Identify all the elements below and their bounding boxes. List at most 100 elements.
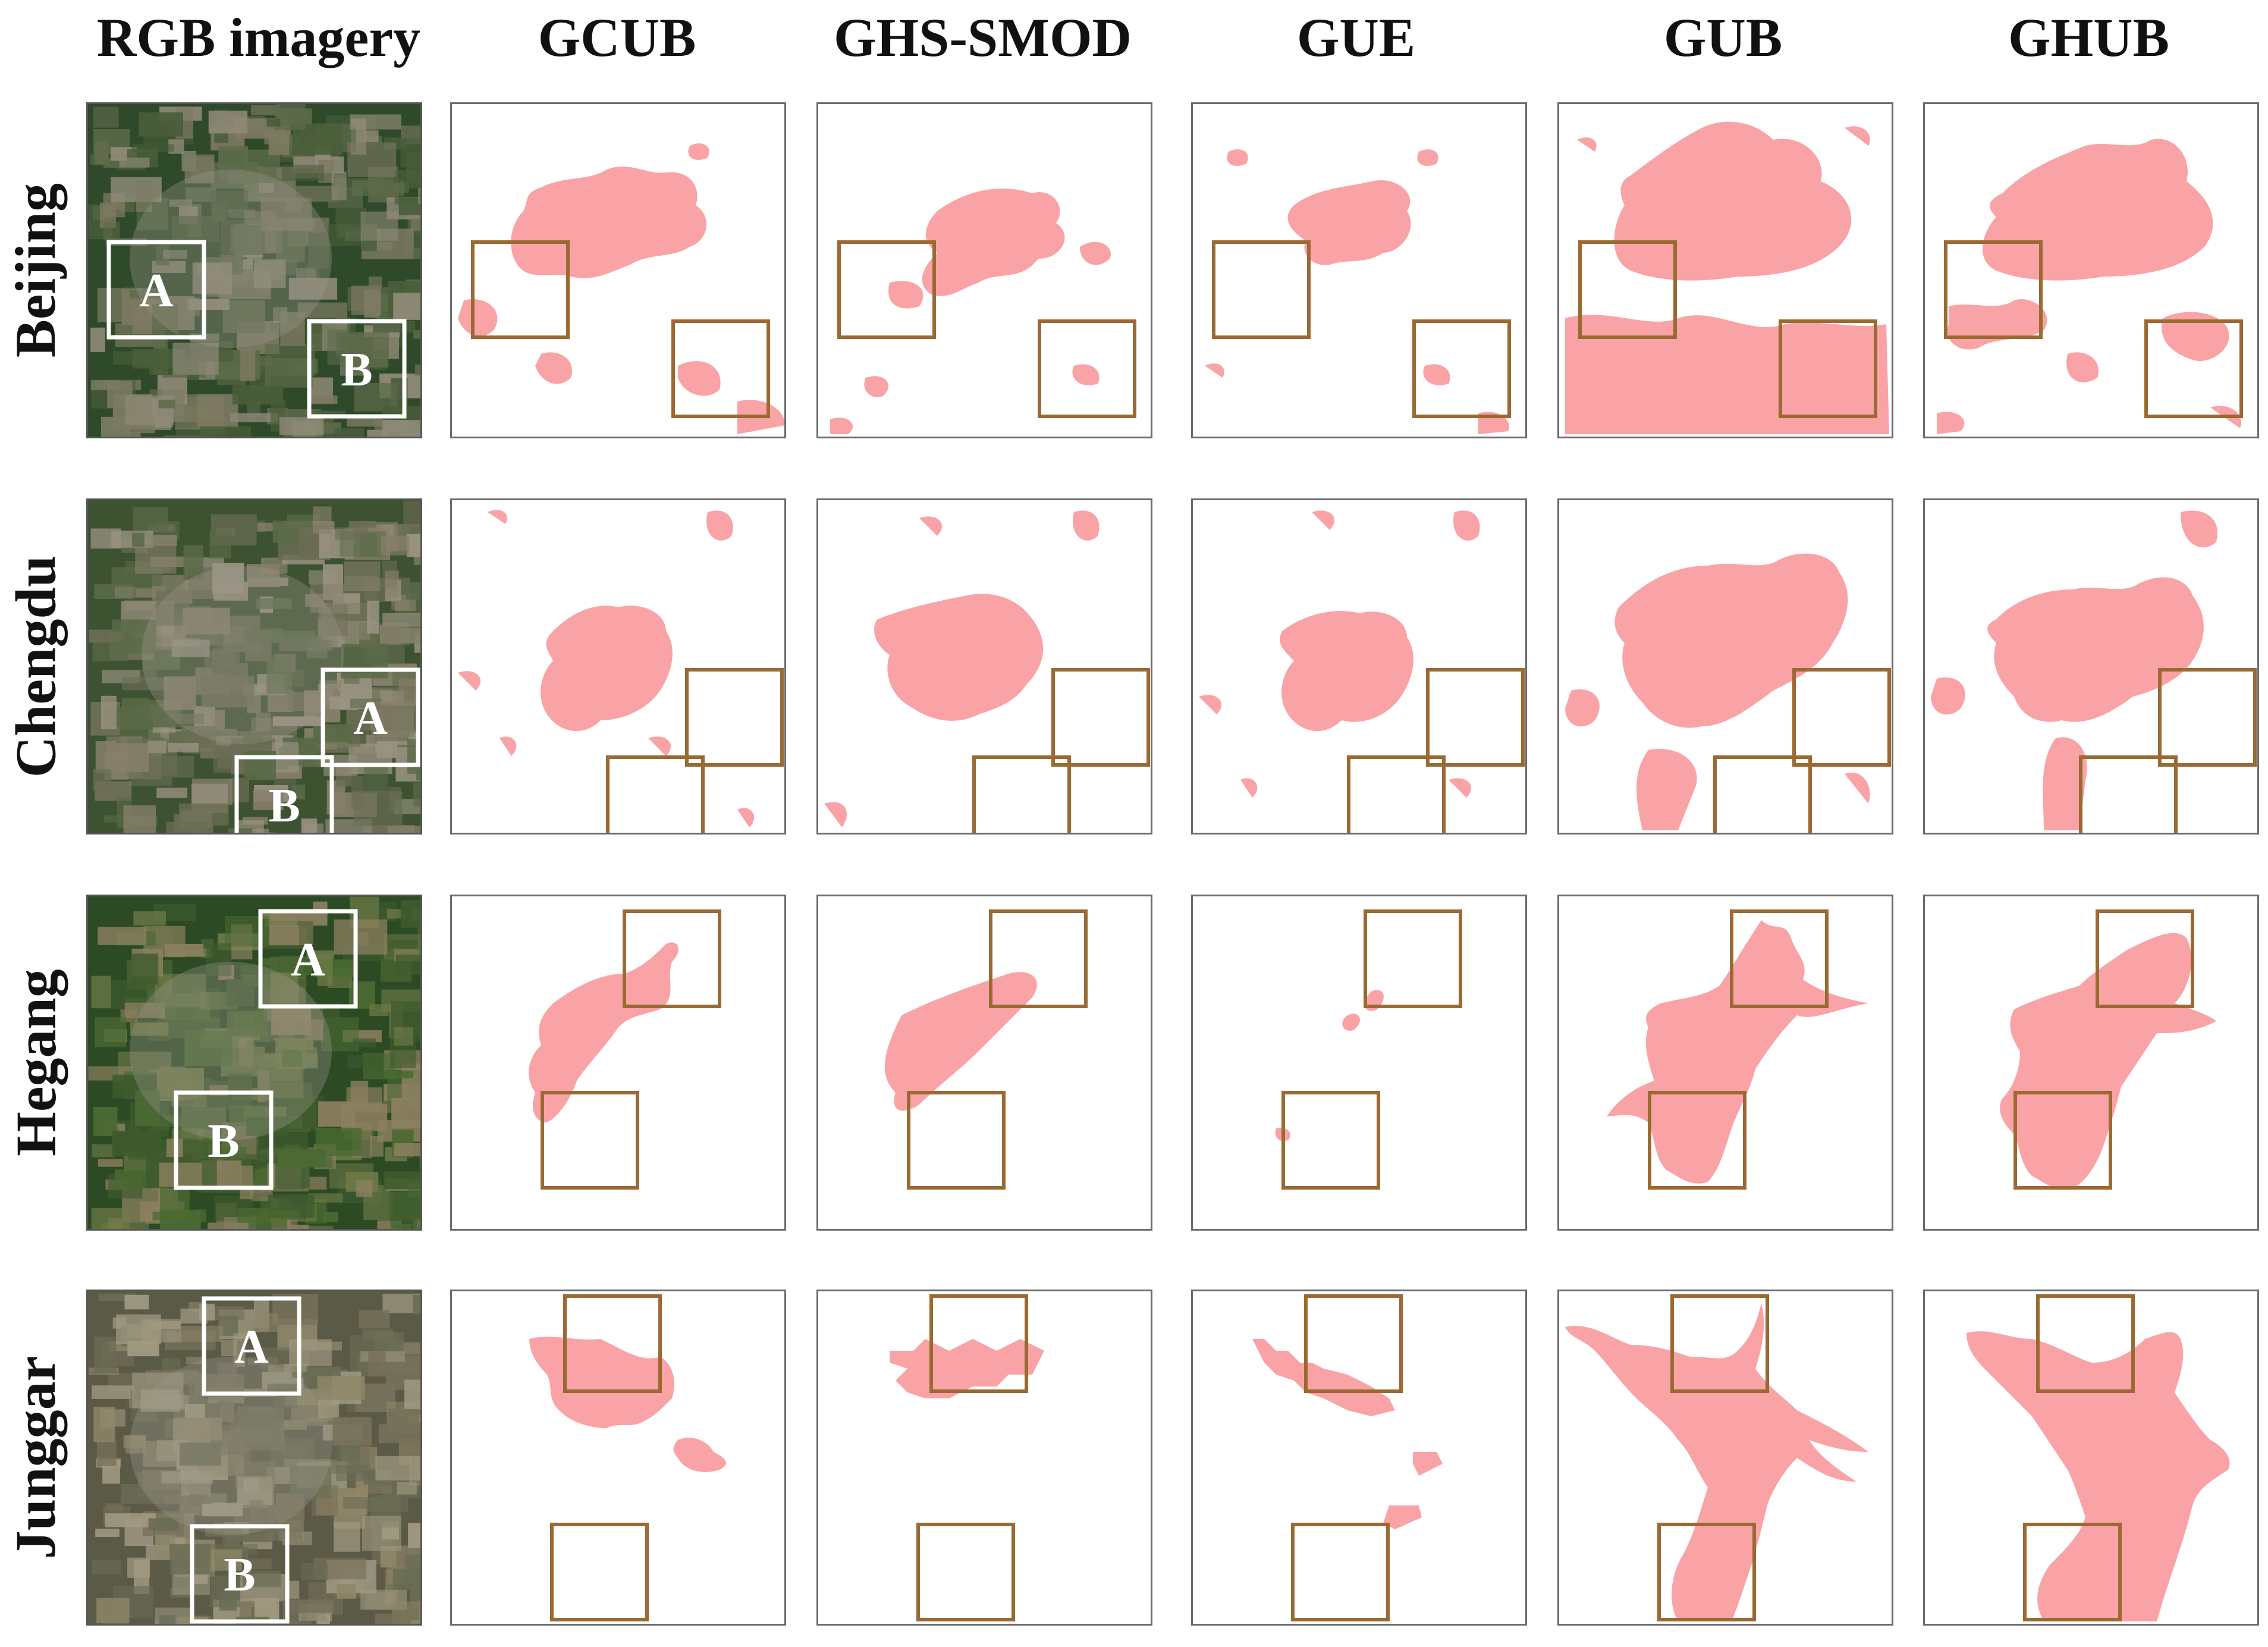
box-b xyxy=(1657,1523,1756,1621)
panel-graphic xyxy=(1205,149,1511,434)
box-label-b: B xyxy=(208,1115,239,1168)
urban-footprint-1-1 xyxy=(1073,510,1100,541)
urban-footprint-1-0 xyxy=(888,281,923,309)
row-label-chengdu: Chengdu xyxy=(0,498,71,835)
urban-footprint-1-3 xyxy=(500,736,517,756)
panel-junggar-ghub xyxy=(1923,1290,2259,1626)
panel-graphic xyxy=(1565,553,1891,833)
col-header-rgb: RGB imagery xyxy=(96,7,421,68)
box-a xyxy=(929,1294,1028,1393)
urban-footprint-1-2 xyxy=(864,376,889,397)
box-a xyxy=(202,1296,301,1396)
urban-footprint-1-0 xyxy=(1931,677,1965,715)
panel-beijing-ghub xyxy=(1923,102,2259,438)
panel-graphic xyxy=(1931,510,2257,833)
box-b xyxy=(2013,1091,2112,1190)
row-label-text: Hegang xyxy=(4,969,68,1156)
box-a xyxy=(685,668,784,767)
panel-graphic xyxy=(1565,121,1889,434)
urban-footprint-1-2 xyxy=(1845,773,1870,804)
urban-footprint-0-0 xyxy=(2000,933,2216,1190)
urban-footprint-0-2 xyxy=(1383,1505,1422,1529)
row-label-beijing: Beijing xyxy=(0,102,71,438)
panel-graphic: AB xyxy=(88,104,420,437)
urban-footprint-0-0 xyxy=(890,1339,1044,1398)
panel-graphic xyxy=(1607,909,1868,1190)
urban-footprint-0-0 xyxy=(1607,920,1868,1184)
panel-beijing-gub xyxy=(1557,102,1893,438)
panel-hegang-ghs-smod xyxy=(816,895,1152,1231)
panel-graphic xyxy=(890,1294,1044,1621)
urban-footprint-1-0 xyxy=(1227,149,1248,166)
urban-footprint-1-2 xyxy=(1423,364,1450,385)
panel-graphic: AB xyxy=(88,896,420,1229)
urban-footprint-1-1 xyxy=(2043,737,2087,830)
panel-junggar-ghs-smod xyxy=(816,1290,1152,1626)
box-b xyxy=(541,1091,639,1190)
urban-footprint-0-0 xyxy=(1565,1303,1868,1621)
box-b xyxy=(1291,1523,1390,1621)
panel-chengdu-ghub xyxy=(1923,498,2259,835)
box-label-a: A xyxy=(234,1321,269,1373)
panel-chengdu-gue xyxy=(1191,498,1527,835)
urban-footprint-0-1 xyxy=(673,1438,726,1472)
panel-graphic: AB xyxy=(88,1291,420,1624)
panel-graphic xyxy=(1252,1294,1443,1621)
panel-graphic xyxy=(2000,909,2216,1190)
box-a xyxy=(2096,909,2194,1008)
box-label-b: B xyxy=(341,344,372,396)
panel-graphic xyxy=(529,909,721,1190)
urban-footprint-0-0 xyxy=(884,972,1037,1111)
urban-footprint-0-1 xyxy=(1413,1452,1443,1476)
urban-footprint-1-2 xyxy=(824,802,847,827)
urban-footprint-1-0 xyxy=(1565,315,1889,434)
urban-core-tone xyxy=(142,566,344,744)
box-b xyxy=(1347,755,1446,833)
box-b xyxy=(1648,1091,1746,1190)
urban-footprint-1-0 xyxy=(1947,299,2047,350)
box-b xyxy=(550,1523,649,1621)
urban-footprint-1-0 xyxy=(488,510,507,524)
urban-footprint-1-1 xyxy=(2162,312,2229,361)
urban-footprint-1-4 xyxy=(648,736,671,756)
panel-graphic xyxy=(1275,909,1462,1190)
panel-beijing-gue xyxy=(1191,102,1527,438)
box-b xyxy=(1281,1091,1380,1190)
box-a xyxy=(1426,668,1525,767)
urban-footprint-1-3 xyxy=(1937,412,1965,434)
urban-footprint-0-0 xyxy=(1287,180,1411,265)
panel-hegang-gub xyxy=(1557,895,1893,1231)
panel-chengdu-gcub xyxy=(450,498,786,835)
box-a xyxy=(1944,240,2043,339)
urban-footprint-1-2 xyxy=(458,671,481,691)
panel-graphic xyxy=(824,510,1150,833)
box-a xyxy=(106,240,206,340)
urban-footprint-1-2 xyxy=(1199,695,1222,714)
urban-footprint-1-4 xyxy=(1449,778,1472,798)
urban-footprint-1-0 xyxy=(1312,510,1335,530)
box-a xyxy=(1304,1294,1403,1393)
urban-footprint-1-4 xyxy=(1205,363,1224,378)
panel-hegang-gue xyxy=(1191,895,1527,1231)
panel-graphic xyxy=(884,909,1088,1190)
row-label-text: Chengdu xyxy=(4,555,68,778)
panel-junggar-gcub xyxy=(450,1290,786,1626)
box-a xyxy=(1051,668,1150,767)
box-b xyxy=(234,755,334,833)
box-a xyxy=(1792,668,1891,767)
urban-footprint-1-3 xyxy=(1240,778,1258,798)
urban-footprint-1-2 xyxy=(2066,352,2099,382)
urban-footprint-0-0 xyxy=(1252,1339,1395,1416)
box-b xyxy=(671,319,770,418)
box-b xyxy=(1412,319,1511,418)
col-header-gub: GUB xyxy=(1663,7,1783,68)
box-b xyxy=(907,1091,1006,1190)
box-a xyxy=(2158,668,2257,767)
panel-graphic xyxy=(1565,1294,1868,1621)
panel-graphic: AB xyxy=(88,500,420,833)
urban-footprint-1-2 xyxy=(678,361,721,396)
panel-beijing-gcub xyxy=(450,102,786,438)
